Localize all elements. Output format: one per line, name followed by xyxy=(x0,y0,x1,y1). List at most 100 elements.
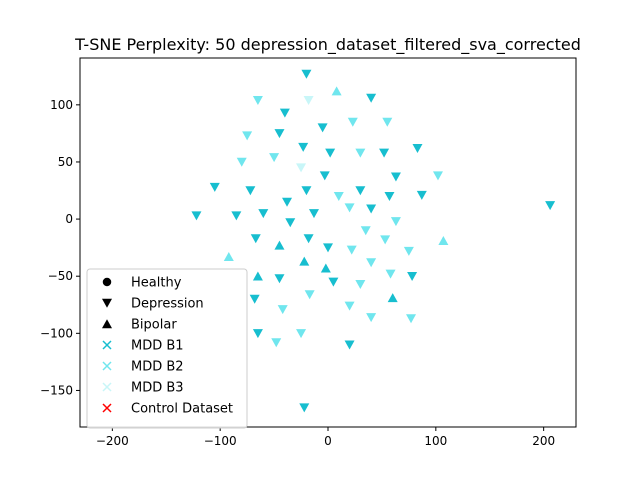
data-point xyxy=(299,403,310,413)
y-tick-label: 50 xyxy=(58,155,73,169)
data-point xyxy=(407,271,418,281)
legend-marker xyxy=(102,340,112,350)
legend-label: Bipolar xyxy=(131,318,177,333)
data-point xyxy=(249,294,260,304)
data-point xyxy=(296,329,307,339)
data-point xyxy=(416,190,427,200)
data-point xyxy=(252,96,263,106)
legend-marker xyxy=(102,382,112,392)
data-point xyxy=(231,211,242,221)
data-point xyxy=(387,293,398,303)
data-point xyxy=(344,340,355,350)
data-point xyxy=(344,301,355,311)
data-point xyxy=(403,246,414,256)
data-point xyxy=(385,269,396,279)
data-point xyxy=(366,313,377,323)
data-point xyxy=(355,148,366,158)
data-point xyxy=(545,201,556,211)
data-point xyxy=(360,226,371,236)
y-axis: −150 −100 −50 0 50 100 xyxy=(40,98,80,397)
legend-box xyxy=(86,268,248,429)
data-point xyxy=(390,172,401,182)
legend-marker xyxy=(102,403,112,413)
data-point xyxy=(325,148,336,158)
data-point xyxy=(303,234,314,244)
data-point xyxy=(366,204,377,214)
y-tick-label: −150 xyxy=(40,383,73,397)
data-point xyxy=(252,271,263,281)
data-point xyxy=(250,234,261,244)
y-tick-label: −100 xyxy=(40,326,73,340)
data-point xyxy=(269,153,280,163)
y-tick-label: 0 xyxy=(65,212,73,226)
data-point xyxy=(384,191,395,201)
data-point xyxy=(432,171,443,181)
legend-marker xyxy=(102,277,112,287)
legend-label: Control Dataset xyxy=(131,402,233,417)
data-point xyxy=(366,93,377,103)
data-point xyxy=(285,218,296,228)
x-tick-label: 100 xyxy=(424,434,447,448)
data-point xyxy=(347,117,358,127)
data-point xyxy=(331,86,342,96)
data-point xyxy=(223,252,234,262)
data-point xyxy=(390,217,401,227)
legend-label: MDD B2 xyxy=(131,360,184,375)
data-point xyxy=(382,117,393,127)
legend-marker xyxy=(102,319,112,329)
data-point xyxy=(274,274,285,284)
data-point xyxy=(438,236,449,246)
data-point xyxy=(355,186,366,196)
data-point xyxy=(304,290,315,300)
data-point xyxy=(252,329,263,339)
data-point xyxy=(282,197,293,207)
data-point xyxy=(301,69,312,79)
data-point xyxy=(303,96,314,106)
x-tick-label: 200 xyxy=(532,434,555,448)
legend: Healthy Depression Bipolar MDD B1 MDD B2 MDD … xyxy=(86,268,248,429)
data-point xyxy=(299,256,310,266)
data-point xyxy=(328,277,339,287)
legend-label: Healthy xyxy=(131,276,182,291)
data-point xyxy=(242,131,253,141)
data-point xyxy=(245,186,256,196)
data-point xyxy=(379,148,390,158)
chart-title: T-SNE Perplexity: 50 depression_dataset_… xyxy=(74,35,581,55)
y-tick-label: −50 xyxy=(48,269,73,283)
y-tick-label: 100 xyxy=(50,98,73,112)
data-point xyxy=(319,171,330,181)
x-tick-label: 0 xyxy=(324,434,332,448)
data-point xyxy=(308,209,319,219)
data-point xyxy=(301,186,312,196)
data-point xyxy=(366,258,377,268)
data-point xyxy=(296,163,307,173)
legend-label: MDD B1 xyxy=(131,339,184,354)
data-point xyxy=(333,191,344,201)
data-point xyxy=(380,235,391,245)
data-point xyxy=(320,263,331,273)
data-point xyxy=(406,314,417,324)
data-points xyxy=(191,69,556,413)
data-point xyxy=(236,157,247,167)
data-point xyxy=(317,123,328,133)
data-point xyxy=(258,209,269,219)
data-point xyxy=(191,211,202,221)
data-point xyxy=(298,142,309,152)
data-point xyxy=(271,338,282,348)
data-point xyxy=(274,240,285,250)
data-point xyxy=(209,182,220,192)
data-point xyxy=(412,144,423,154)
data-point xyxy=(344,203,355,213)
x-tick-label: −200 xyxy=(96,434,129,448)
data-point xyxy=(274,129,285,139)
data-point xyxy=(277,305,288,315)
legend-label: Depression xyxy=(131,297,204,312)
legend-label: MDD B3 xyxy=(131,381,184,396)
x-tick-label: −100 xyxy=(204,434,237,448)
data-point xyxy=(355,279,366,289)
data-point xyxy=(346,245,357,255)
data-point xyxy=(279,108,290,118)
legend-marker xyxy=(102,298,112,308)
data-point xyxy=(323,243,333,253)
